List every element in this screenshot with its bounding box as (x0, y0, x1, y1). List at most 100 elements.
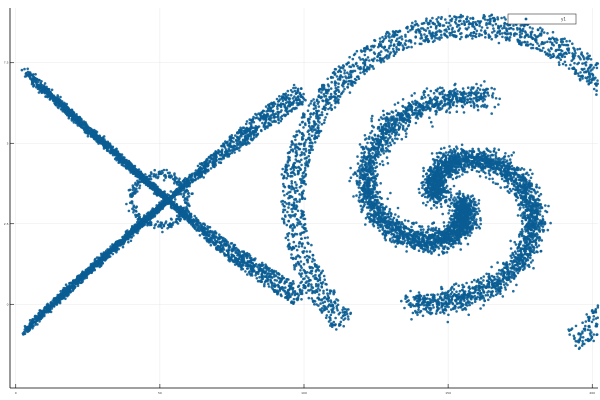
data-point (319, 302, 322, 305)
data-point (196, 173, 199, 177)
data-point (282, 113, 286, 117)
data-point (153, 168, 156, 172)
data-point (190, 192, 193, 195)
data-point (218, 233, 221, 236)
data-point (75, 113, 78, 116)
data-point (162, 168, 166, 172)
data-point (186, 195, 189, 199)
data-point (411, 21, 414, 25)
data-point (203, 222, 206, 226)
data-point (263, 284, 266, 288)
data-point (287, 155, 290, 159)
data-point (267, 285, 271, 288)
data-point (272, 275, 276, 278)
data-point (290, 101, 294, 105)
data-point (42, 310, 45, 313)
data-point (217, 157, 221, 161)
data-point (108, 150, 112, 154)
data-point (397, 30, 400, 34)
data-point (224, 242, 227, 246)
data-point (131, 227, 135, 231)
data-point (263, 270, 267, 273)
data-point (50, 307, 54, 310)
data-point (337, 65, 341, 68)
data-point (111, 151, 115, 154)
data-point (429, 19, 432, 23)
data-point (89, 129, 92, 133)
data-point (219, 161, 222, 164)
data-point (592, 333, 596, 336)
data-point (227, 249, 231, 252)
data-point (138, 186, 141, 190)
data-point (39, 317, 43, 321)
data-point (127, 159, 131, 163)
data-point (237, 264, 240, 268)
data-point (191, 224, 195, 228)
data-point (166, 227, 169, 230)
data-point (242, 260, 246, 264)
data-point (414, 20, 417, 23)
data-point (266, 278, 270, 281)
data-point (204, 227, 208, 231)
data-point (283, 280, 287, 283)
data-point (299, 273, 302, 277)
data-point (307, 104, 311, 107)
data-point (298, 102, 302, 106)
data-point (286, 112, 290, 116)
data-point (471, 16, 475, 20)
data-point (260, 269, 263, 272)
data-point (39, 89, 42, 92)
data-point (317, 90, 321, 93)
data-point (522, 24, 526, 28)
data-point (182, 194, 186, 197)
data-point (221, 239, 224, 243)
data-point (38, 79, 41, 82)
data-point (142, 175, 145, 179)
data-point (299, 281, 302, 285)
data-point (280, 294, 283, 298)
data-point (287, 296, 291, 299)
data-point (561, 40, 565, 43)
data-point (264, 105, 268, 108)
data-point (245, 261, 248, 265)
data-point (173, 181, 176, 185)
data-point (234, 138, 238, 142)
data-point (31, 318, 34, 321)
data-point (102, 143, 105, 147)
data-point (262, 118, 265, 121)
data-point (244, 270, 247, 273)
data-point (78, 119, 81, 122)
data-point (252, 133, 256, 137)
data-point (146, 178, 150, 181)
data-point (239, 145, 242, 148)
data-point (454, 15, 457, 19)
data-point (32, 73, 35, 76)
data-point (294, 86, 297, 90)
data-point (63, 290, 67, 294)
data-point (166, 171, 170, 175)
data-point (287, 238, 290, 242)
data-point (96, 134, 99, 138)
data-point (23, 67, 26, 71)
data-point (248, 260, 252, 264)
data-point (276, 283, 280, 287)
data-point (286, 89, 290, 93)
data-point (136, 190, 139, 193)
data-point (212, 154, 215, 158)
data-point (207, 226, 211, 229)
data-point (331, 71, 335, 75)
data-point (34, 79, 37, 82)
data-point (261, 121, 264, 125)
data-point (90, 264, 94, 268)
data-point (127, 240, 130, 244)
data-point (173, 200, 176, 204)
data-point (125, 234, 128, 238)
data-point (296, 296, 300, 299)
data-point (164, 176, 167, 180)
data-point (39, 310, 42, 313)
data-point (173, 177, 177, 180)
data-point (28, 75, 31, 79)
data-point (214, 158, 218, 161)
data-point (226, 143, 229, 147)
data-point (264, 279, 268, 283)
